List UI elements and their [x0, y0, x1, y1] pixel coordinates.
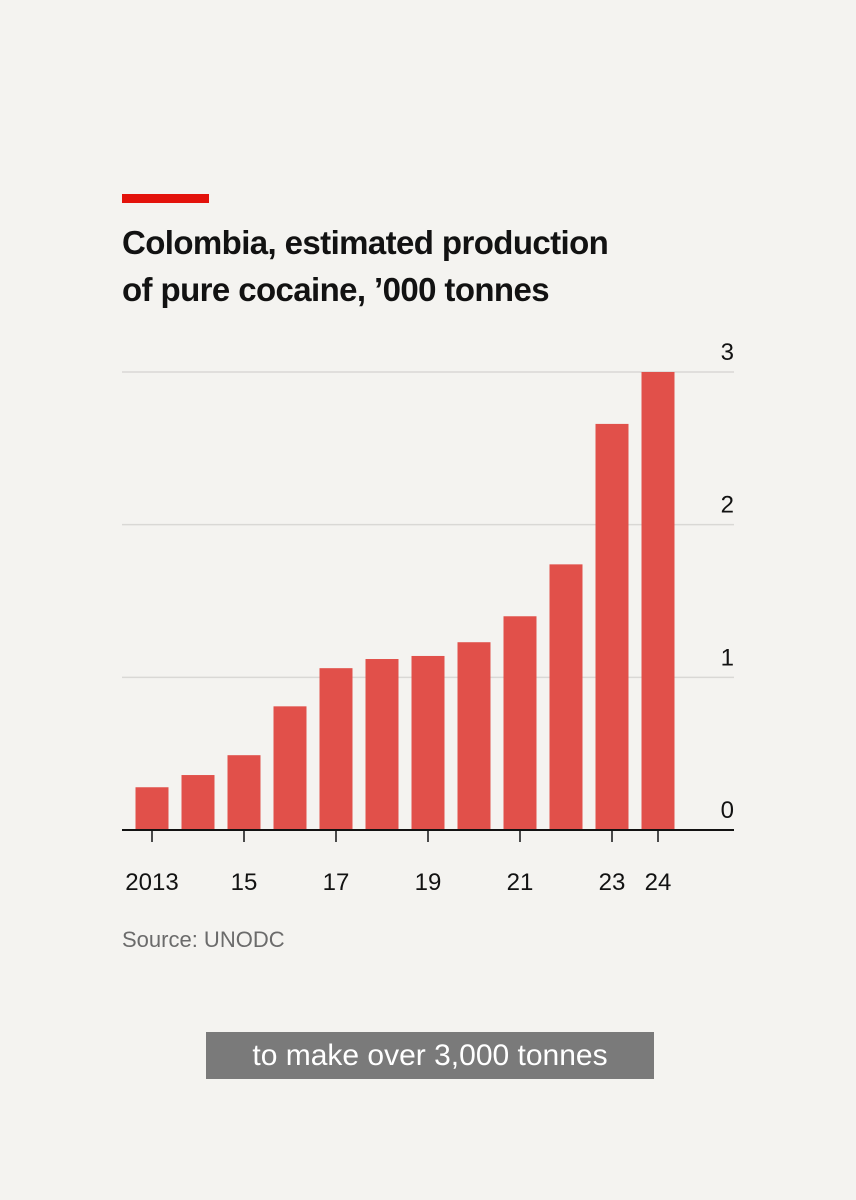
- x-axis-labels: 2013 15 17 19 21 23 24: [125, 869, 671, 896]
- bar: [503, 616, 537, 830]
- y-tick-label: 3: [721, 339, 734, 366]
- bar: [457, 642, 491, 830]
- x-tick-label: 24: [645, 869, 672, 896]
- bars: [135, 372, 675, 830]
- x-tick-label: 2013: [125, 869, 178, 896]
- y-tick-label: 2: [721, 492, 734, 519]
- chart-title-line-2: of pure cocaine, ’000 tonnes: [122, 271, 550, 308]
- y-axis-labels: 0 1 2 3: [721, 339, 734, 824]
- accent-bar: [122, 194, 209, 203]
- x-tick-label: 17: [323, 869, 350, 896]
- x-tick-label: 21: [507, 869, 534, 896]
- x-tick-label: 15: [231, 869, 258, 896]
- bar: [319, 668, 353, 830]
- bar: [411, 655, 445, 830]
- y-tick-label: 0: [721, 797, 734, 824]
- bar: [227, 755, 261, 830]
- bar: [135, 787, 169, 830]
- chart-title: Colombia, estimated production of pure c…: [122, 219, 742, 313]
- bar: [595, 423, 629, 830]
- x-tick-label: 23: [599, 869, 626, 896]
- bar: [273, 706, 307, 830]
- bar: [365, 659, 399, 830]
- y-tick-label: 1: [721, 644, 734, 671]
- bar: [549, 564, 583, 830]
- bar: [181, 775, 215, 830]
- chart-title-line-1: Colombia, estimated production: [122, 224, 609, 261]
- bar: [641, 372, 675, 830]
- x-tick-label: 19: [415, 869, 442, 896]
- x-axis: [122, 829, 734, 842]
- video-caption: to make over 3,000 tonnes: [206, 1032, 654, 1079]
- source-note: Source: UNODC: [122, 927, 285, 952]
